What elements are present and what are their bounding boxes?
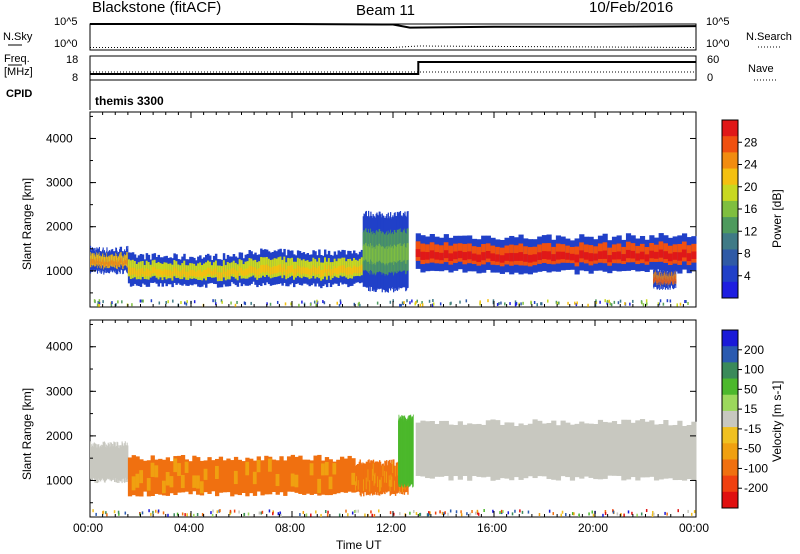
velocity-region-2	[127, 454, 356, 497]
x-axis-title: Time UT	[336, 538, 382, 552]
velocity-colorbar-swatch-10	[722, 491, 738, 509]
velocity-colorbar-swatch-9	[722, 475, 738, 493]
power-band-d	[362, 210, 409, 293]
y-tick-label-power-1000: 1000	[46, 264, 73, 278]
velocity-colorbar-label: Velocity [m s-1]	[770, 380, 784, 462]
power-colorbar-swatch-8	[722, 249, 738, 267]
velocity-colorbar-swatch-1	[722, 346, 738, 363]
velocity-colorbar-tick-label-7: -200	[744, 481, 768, 495]
freq-tick-low: 8	[72, 72, 79, 84]
nave-tick-low: 0	[707, 72, 714, 84]
velocity-region-3	[355, 459, 409, 497]
noise-panel-frame	[89, 23, 697, 51]
velocity-colorbar-tick-label-1: 100	[744, 363, 764, 377]
power-band-e	[415, 233, 697, 275]
beam-title: Beam 11	[356, 2, 415, 19]
nsky-label: N.Sky	[3, 31, 33, 43]
velocity-colorbar-swatch-8	[722, 459, 738, 477]
power-colorbar-tick-label-0: 28	[744, 135, 758, 149]
velocity-colorbar-swatch-6	[722, 427, 738, 444]
station-title: Blackstone (fitACF)	[92, 0, 222, 16]
x-tick-label-4: 16:00	[477, 521, 507, 535]
noise-tick-high-left: 10^5	[54, 16, 78, 28]
nsearch-label: N.Search	[746, 31, 792, 43]
power-colorbar-swatch-10	[722, 281, 738, 299]
velocity-region-4	[398, 414, 414, 488]
velocity-colorbar-tick-label-2: 50	[744, 382, 758, 396]
nsearch-series-line	[90, 45, 697, 48]
power-colorbar-swatch-4	[722, 184, 738, 202]
date-title: 10/Feb/2016	[589, 0, 674, 16]
velocity-colorbar-swatch-0	[722, 330, 738, 347]
velocity-colorbar-tick-label-5: -50	[744, 442, 762, 456]
power-colorbar-swatch-5	[722, 200, 738, 218]
power-colorbar-tick-label-3: 16	[744, 202, 758, 216]
velocity-colorbar-swatch-2	[722, 362, 738, 380]
velocity-region-5	[415, 419, 697, 481]
freq-unit-label: [MHz]	[4, 66, 33, 78]
noise-tick-high-right: 10^5	[706, 16, 730, 28]
y-tick-label-power-3000: 3000	[46, 176, 73, 190]
velocity-colorbar-frame	[721, 329, 739, 509]
x-tick-label-1: 04:00	[174, 521, 204, 535]
freq-label: Freq.	[4, 53, 30, 65]
nave-tick-high: 60	[707, 54, 720, 66]
noise-tick-low-right: 10^0	[706, 38, 730, 50]
power-colorbar-label: Power [dB]	[770, 189, 784, 248]
velocity-colorbar-tick-label-4: -15	[744, 422, 762, 436]
power-colorbar-tick-label-4: 12	[744, 224, 758, 238]
freq-tick-high: 18	[66, 54, 79, 66]
y-tick-label-velocity-2000: 2000	[46, 429, 73, 443]
power-band-f	[653, 265, 677, 291]
y-tick-label-velocity-1000: 1000	[46, 473, 73, 487]
power-colorbar-tick-label-1: 24	[744, 158, 758, 172]
cpid-value: themis 3300	[95, 94, 164, 108]
y-tick-label-power-2000: 2000	[46, 220, 73, 234]
y-axis-title-velocity: Slant Range [km]	[20, 387, 34, 480]
x-tick-label-0: 00:00	[73, 521, 103, 535]
y-tick-label-velocity-3000: 3000	[46, 384, 73, 398]
cpid-label: CPID	[6, 88, 33, 100]
power-colorbar-swatch-7	[722, 233, 738, 250]
power-band-a	[90, 245, 129, 275]
nsky-series-line	[90, 23, 697, 29]
velocity-colorbar-swatch-7	[722, 443, 738, 460]
velocity-colorbar-tick-label-6: -100	[744, 461, 768, 475]
velocity-near-range-speckle	[92, 509, 696, 517]
nave-label: Nave	[748, 63, 774, 75]
noise-tick-low-left: 10^0	[54, 38, 78, 50]
velocity-colorbar-swatch-3	[722, 378, 738, 396]
power-band-b	[127, 252, 248, 288]
velocity-colorbar-swatch-5	[722, 410, 738, 428]
power-band-c	[246, 248, 364, 289]
power-colorbar-swatch-6	[722, 217, 738, 234]
velocity-region-1	[90, 441, 129, 484]
power-colorbar-tick-label-2: 20	[744, 180, 758, 194]
power-colorbar-tick-label-6: 4	[744, 269, 751, 283]
y-axis-title-power: Slant Range [km]	[20, 177, 34, 270]
power-colorbar-swatch-2	[722, 152, 738, 170]
x-tick-label-2: 08:00	[275, 521, 305, 535]
y-tick-label-power-4000: 4000	[46, 131, 73, 145]
freq-panel-frame	[89, 55, 697, 81]
y-tick-label-velocity-4000: 4000	[46, 340, 73, 354]
x-tick-label-5: 20:00	[578, 521, 608, 535]
power-colorbar-swatch-0	[722, 120, 738, 137]
x-tick-label-3: 12:00	[376, 521, 406, 535]
freq-series-line	[90, 61, 696, 75]
power-near-range-speckle	[93, 299, 689, 307]
power-colorbar-tick-label-5: 8	[744, 247, 751, 261]
velocity-colorbar-tick-label-3: 15	[744, 402, 758, 416]
velocity-colorbar-swatch-4	[722, 394, 738, 412]
power-colorbar-swatch-9	[722, 265, 738, 283]
power-colorbar-swatch-1	[722, 136, 738, 153]
velocity-colorbar-tick-label-0: 200	[744, 343, 764, 357]
x-tick-label-6: 00:00	[679, 521, 709, 535]
power-colorbar-swatch-3	[722, 168, 738, 186]
